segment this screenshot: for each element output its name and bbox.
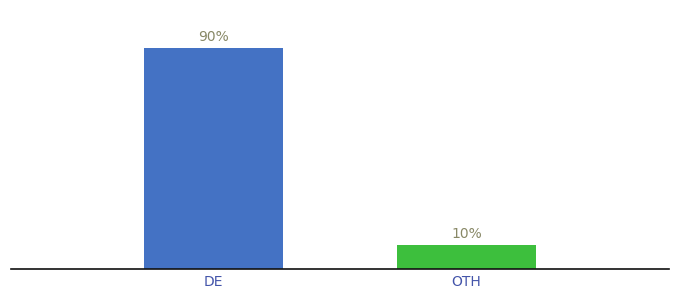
Bar xyxy=(144,48,283,269)
Bar xyxy=(397,245,536,269)
Text: 90%: 90% xyxy=(198,30,229,44)
Text: 10%: 10% xyxy=(451,227,482,241)
